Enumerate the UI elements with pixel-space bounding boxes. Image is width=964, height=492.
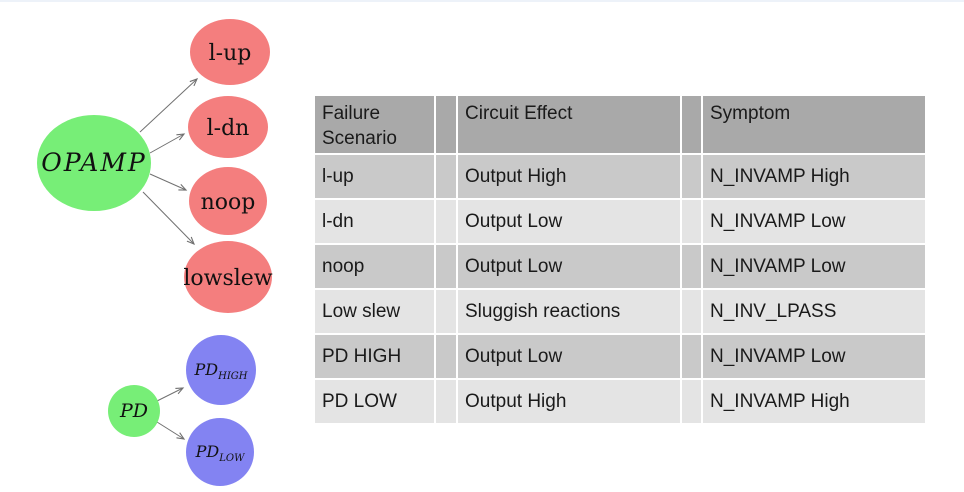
- node-ldn-label: l-dn: [207, 116, 250, 141]
- cell-scenario: PD HIGH: [315, 335, 434, 378]
- node-pdlow-label: PDLOW: [195, 442, 245, 464]
- cell-effect: Output High: [458, 155, 680, 198]
- cell-symptom: N_INV_LPASS: [703, 290, 925, 333]
- header-spacer: [436, 96, 456, 153]
- node-lowslew: [184, 241, 272, 313]
- arrow-opamp-to-lup: [139, 78, 199, 133]
- cell-spacer: [682, 200, 701, 243]
- cell-effect: Sluggish reactions: [458, 290, 680, 333]
- cell-symptom: N_INVAMP Low: [703, 200, 925, 243]
- header-symptom: Symptom: [703, 96, 925, 153]
- cell-spacer: [436, 380, 456, 423]
- cell-spacer: [436, 335, 456, 378]
- node-noop: [189, 167, 267, 235]
- cell-spacer: [436, 155, 456, 198]
- cell-symptom: N_INVAMP High: [703, 380, 925, 423]
- node-ldn: [188, 96, 268, 158]
- header-failure-scenario: Failure Scenario: [315, 96, 434, 153]
- header-circuit-effect: Circuit Effect: [458, 96, 680, 153]
- node-pdhigh: [186, 335, 256, 405]
- cell-spacer: [682, 335, 701, 378]
- cell-scenario: PD LOW: [315, 380, 434, 423]
- cell-spacer: [682, 245, 701, 288]
- arrow-pd-to-pdhigh: [156, 387, 185, 402]
- node-pdhigh-label: PDHIGH: [194, 360, 248, 382]
- cell-spacer: [682, 290, 701, 333]
- node-noop-label: noop: [201, 190, 256, 215]
- node-opamp-label: OPAMP: [41, 148, 147, 177]
- node-opamp: [37, 115, 151, 211]
- arrow-opamp-to-noop: [149, 173, 188, 191]
- arrow-opamp-to-ldn: [149, 133, 186, 154]
- cell-scenario: l-up: [315, 155, 434, 198]
- cell-spacer: [682, 155, 701, 198]
- node-pdlow: [186, 418, 254, 486]
- node-pd: [108, 385, 160, 437]
- cell-effect: Output Low: [458, 335, 680, 378]
- cell-scenario: noop: [315, 245, 434, 288]
- arrow-pd-to-pdlow: [156, 421, 186, 440]
- cell-spacer: [436, 290, 456, 333]
- fault-model-diagram: OPAMP l-up l-dn noop lowslew PD PDHIGH P…: [37, 19, 273, 486]
- node-lup: [190, 19, 270, 85]
- cell-symptom: N_INVAMP High: [703, 155, 925, 198]
- cell-symptom: N_INVAMP Low: [703, 245, 925, 288]
- node-lowslew-label: lowslew: [183, 266, 272, 291]
- cell-spacer: [436, 200, 456, 243]
- cell-effect: Output Low: [458, 200, 680, 243]
- top-divider: [0, 0, 964, 2]
- failure-table: Failure Scenario Circuit Effect Symptom …: [315, 96, 925, 423]
- cell-scenario: l-dn: [315, 200, 434, 243]
- cell-spacer: [436, 245, 456, 288]
- cell-effect: Output Low: [458, 245, 680, 288]
- cell-spacer: [682, 380, 701, 423]
- cell-scenario: Low slew: [315, 290, 434, 333]
- header-spacer: [682, 96, 701, 153]
- cell-symptom: N_INVAMP Low: [703, 335, 925, 378]
- arrow-opamp-to-lowslew: [142, 191, 195, 245]
- node-pd-label: PD: [119, 400, 148, 422]
- node-lup-label: l-up: [209, 41, 252, 66]
- cell-effect: Output High: [458, 380, 680, 423]
